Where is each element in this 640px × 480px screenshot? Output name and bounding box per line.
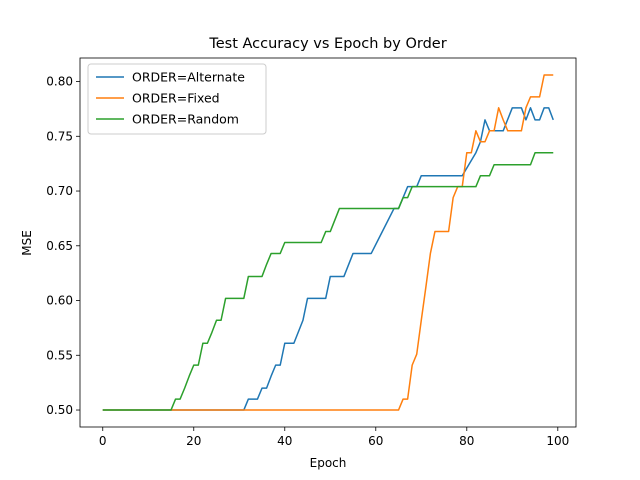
legend-box bbox=[87, 63, 267, 135]
y-tick-label-0: 0.50 bbox=[46, 403, 73, 417]
x-tick-label-3: 60 bbox=[368, 434, 383, 448]
x-tick-label-1: 20 bbox=[186, 434, 201, 448]
series-line-2 bbox=[102, 151, 554, 411]
chart-title: Test Accuracy vs Epoch by Order bbox=[208, 36, 446, 52]
x-tick-label-2: 40 bbox=[277, 434, 292, 448]
legend-label-2: ORDER=Random bbox=[132, 112, 239, 127]
plot-area: 0 20 40 60 80 100 0.50 0.55 0.60 0.65 0.70 0.75 0.80… bbox=[46, 57, 577, 448]
legend-label-0: ORDER=Alternate bbox=[132, 70, 245, 85]
y-tick-label-1: 0.55 bbox=[46, 348, 73, 362]
y-axis-label: MSE bbox=[20, 230, 34, 256]
x-axis-label: Epoch bbox=[310, 456, 347, 470]
legend-label-1: ORDER=Fixed bbox=[132, 91, 220, 106]
y-tick-label-2: 0.60 bbox=[46, 294, 73, 308]
y-tick-label-5: 0.75 bbox=[46, 129, 73, 143]
y-tick-label-4: 0.70 bbox=[46, 184, 73, 198]
y-tick-label-3: 0.65 bbox=[46, 239, 73, 253]
x-tick-label-0: 0 bbox=[99, 434, 107, 448]
x-tick-label-4: 80 bbox=[459, 434, 474, 448]
series-line-1 bbox=[102, 74, 554, 411]
y-tick-label-6: 0.80 bbox=[46, 75, 73, 89]
x-tick-label-5: 100 bbox=[546, 434, 569, 448]
axes-frame bbox=[79, 57, 577, 428]
